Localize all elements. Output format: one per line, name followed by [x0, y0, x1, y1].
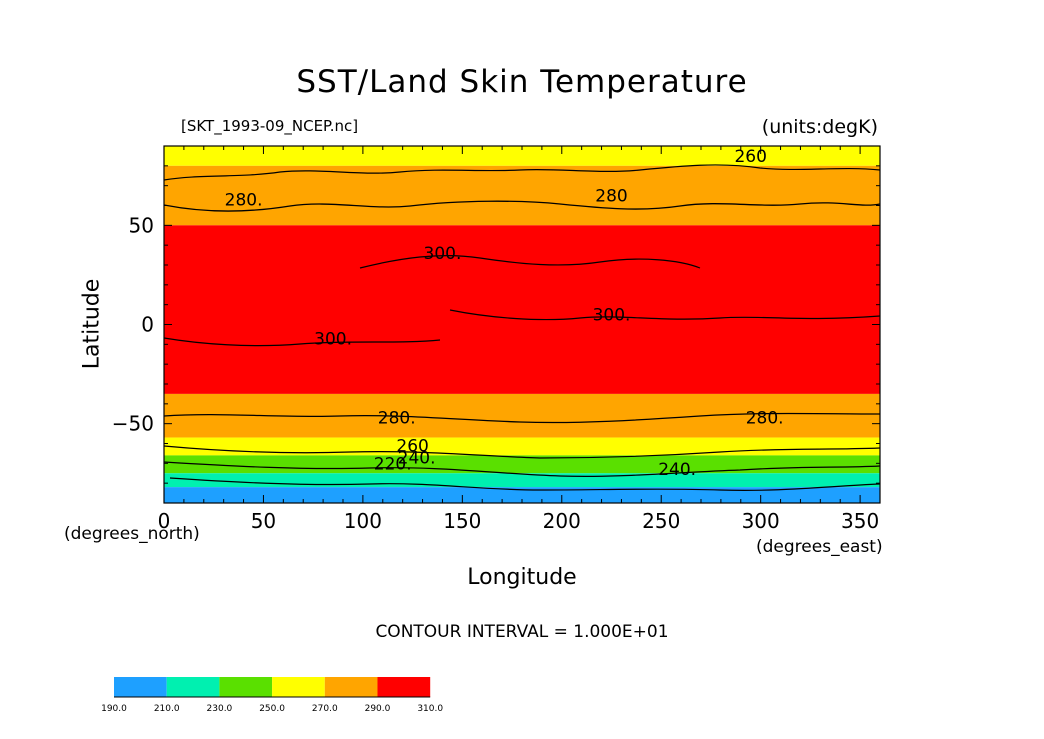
x-tick-label-3: 150 [443, 509, 481, 533]
temperature-band-6 [164, 473, 880, 488]
temperature-bands [164, 146, 880, 503]
x-axis-title: Longitude [467, 565, 577, 590]
contour-line-280-south [164, 412, 880, 424]
contour-line-300-south [164, 337, 441, 347]
colorbar: 190.0 210.0 230.0 250.0 270.0 290.0 310.0 [101, 677, 443, 714]
contour-line-220-south [169, 477, 880, 491]
x-tick-label-6: 300 [742, 509, 780, 533]
x-tick-label-0: 0 [158, 509, 171, 533]
contour-line-300-equator [449, 309, 880, 321]
contour-label-3: 300. [424, 244, 462, 264]
chart-title: SST/Land Skin Temperature [296, 64, 748, 100]
colorbar-label-6: 310.0 [417, 704, 443, 714]
contour-label-5: 300. [314, 329, 352, 349]
x-tick-label-4: 200 [543, 509, 581, 533]
contour-line-260-north [164, 164, 880, 181]
contour-label-4: 300. [593, 306, 631, 326]
temperature-band-5 [164, 455, 880, 474]
y-axis-unit: (degrees_north) [64, 524, 200, 544]
dataset-filename: [SKT_1993-09_NCEP.nc] [181, 117, 359, 135]
contour-label-10: 220. [374, 454, 412, 474]
contour-line-280-north [164, 200, 880, 212]
temperature-band-1 [164, 165, 880, 226]
colorbar-swatch-1 [166, 677, 220, 697]
y-tick-label-0: 50 [129, 213, 154, 237]
contour-label-1: 280. [225, 191, 263, 211]
units-label: (units:degK) [761, 116, 878, 138]
y-tick-label-2: −50 [112, 412, 154, 436]
contour-label-6: 280. [378, 409, 416, 429]
contour-interval-note: CONTOUR INTERVAL = 1.000E+01 [375, 622, 669, 642]
contour-label-7: 280. [746, 409, 784, 429]
x-axis-unit: (degrees_east) [756, 537, 883, 557]
temperature-band-0 [164, 146, 880, 166]
x-tick-label-7: 350 [841, 509, 879, 533]
temperature-band-4 [164, 437, 880, 456]
colorbar-swatch-3 [272, 677, 325, 697]
temperature-band-2 [164, 225, 880, 394]
contour-lines [164, 164, 880, 491]
colorbar-label-5: 290.0 [365, 704, 391, 714]
x-tick-label-5: 250 [642, 509, 680, 533]
colorbar-label-0: 190.0 [101, 704, 127, 714]
contour-label-9: 240. [398, 448, 436, 468]
colorbar-swatch-4 [324, 677, 378, 697]
colorbar-swatch-0 [114, 677, 167, 697]
contour-label-2: 280 [595, 187, 627, 207]
x-tick-label-2: 100 [344, 509, 382, 533]
colorbar-swatch-5 [377, 677, 431, 697]
contour-label-8: 260 [396, 436, 428, 456]
colorbar-label-2: 230.0 [207, 704, 233, 714]
colorbar-label-1: 210.0 [154, 704, 180, 714]
x-tick-label-1: 50 [251, 509, 276, 533]
contour-label-0: 260 [734, 147, 766, 167]
colorbar-label-4: 270.0 [312, 704, 338, 714]
contour-line-260-south [164, 445, 880, 459]
contour-label-11: 240. [658, 460, 696, 480]
axes: 0 50 100 150 200 250 300 350 50 0 −50 [112, 146, 880, 533]
contour-line-300-north [359, 255, 701, 269]
y-tick-label-1: 0 [141, 313, 154, 337]
colorbar-swatch-2 [219, 677, 273, 697]
colorbar-label-3: 250.0 [259, 704, 285, 714]
contour-line-240-south [164, 461, 880, 478]
